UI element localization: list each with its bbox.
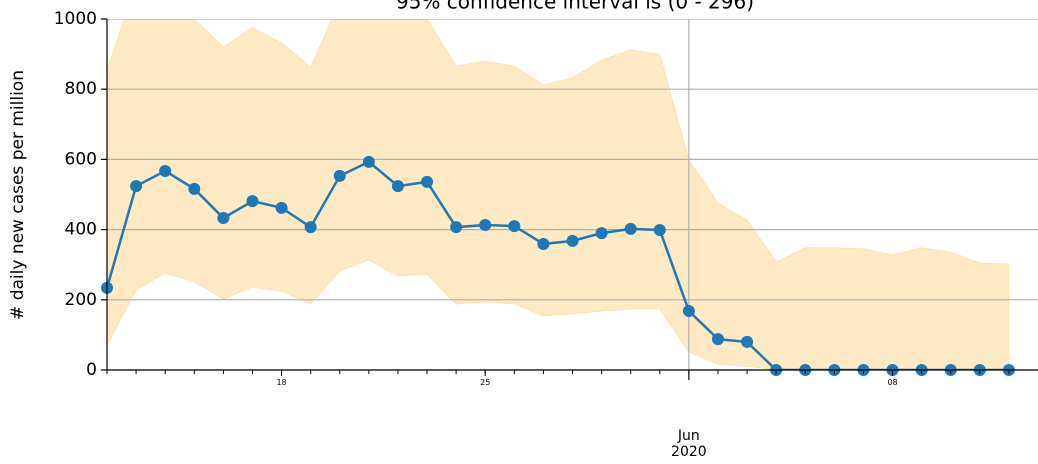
plot-area: [107, 19, 1038, 370]
data-point: [595, 227, 608, 240]
data-point: [566, 234, 579, 247]
data-point: [130, 180, 143, 193]
data-point: [333, 169, 346, 182]
data-point: [508, 220, 521, 233]
x-minor-tick-label: 18: [276, 378, 287, 387]
data-point: [741, 335, 754, 348]
data-point: [362, 155, 375, 168]
x-minor-tick-label: 08: [887, 378, 898, 387]
data-point: [246, 195, 259, 208]
data-point: [159, 164, 172, 177]
data-point: [682, 305, 695, 318]
data-point: [537, 237, 550, 250]
y-tick-label: 600: [65, 149, 97, 169]
data-point: [304, 221, 317, 234]
data-point: [188, 182, 201, 195]
y-tick-label: 400: [65, 220, 97, 240]
data-point: [711, 333, 724, 346]
data-point: [391, 180, 404, 193]
chart-title: 95% confidence interval is (0 - 296): [396, 0, 754, 14]
x-major-tick-label: Jun 2020: [671, 428, 707, 461]
confidence-band: [107, 19, 1010, 370]
y-tick-label: 800: [65, 79, 97, 99]
x-minor-tick-label: 25: [480, 378, 491, 387]
data-point: [450, 221, 463, 234]
data-point: [624, 222, 637, 235]
data-point: [421, 175, 434, 188]
y-tick-label: 0: [86, 360, 97, 380]
data-point: [275, 201, 288, 214]
data-point: [479, 219, 492, 232]
y-tick-label: 200: [65, 290, 97, 310]
data-point: [653, 223, 666, 236]
data-point: [217, 212, 230, 225]
y-tick-label: 1000: [54, 9, 97, 29]
y-axis-label: # daily new cases per million: [8, 70, 28, 320]
